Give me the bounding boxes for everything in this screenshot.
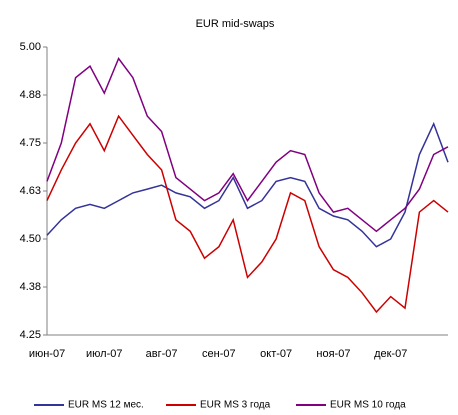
x-tick-label: июн-07	[29, 348, 65, 360]
y-tick-label: 4.75	[20, 137, 41, 149]
y-tick-label: 4.63	[20, 185, 41, 197]
y-tick-label: 4.50	[20, 233, 41, 245]
series-line	[46, 114, 449, 314]
y-tick-label: 5.00	[20, 41, 41, 53]
y-tick-label: 4.38	[20, 281, 41, 293]
y-tick-label: 4.88	[20, 89, 41, 101]
legend-label: EUR MS 3 года	[200, 400, 271, 411]
x-tick-label: сен-07	[202, 348, 236, 360]
x-tick-label: дек-07	[374, 348, 407, 360]
series-line	[46, 121, 449, 248]
x-tick-label: июл-07	[86, 348, 122, 360]
x-tick-label: авг-07	[146, 348, 178, 360]
legend-label: EUR MS 12 мес.	[68, 400, 144, 411]
y-tick-label: 4.25	[20, 329, 41, 341]
legend-label: EUR MS 10 года	[330, 400, 406, 411]
series-line	[46, 56, 449, 233]
x-tick-label: окт-07	[260, 348, 292, 360]
chart-title: EUR mid-swaps	[196, 18, 275, 30]
x-tick-label: ноя-07	[316, 348, 350, 360]
